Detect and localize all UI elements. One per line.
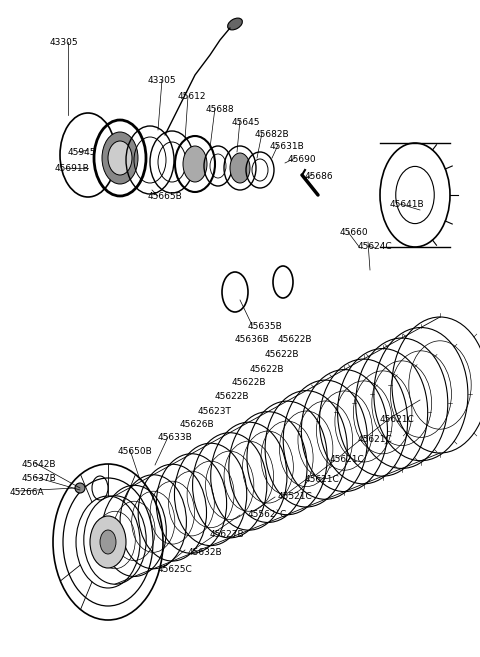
Text: 45626B: 45626B xyxy=(180,420,215,429)
Ellipse shape xyxy=(183,146,207,182)
Text: 45625C: 45625C xyxy=(158,565,193,574)
Ellipse shape xyxy=(230,153,250,183)
Text: 45635B: 45635B xyxy=(248,322,283,331)
Circle shape xyxy=(75,483,85,493)
Text: 45641B: 45641B xyxy=(390,200,425,209)
Text: 45636B: 45636B xyxy=(235,335,270,344)
Text: 45621C: 45621C xyxy=(358,435,393,444)
Text: 45521C: 45521C xyxy=(278,492,313,501)
Ellipse shape xyxy=(102,132,138,184)
Text: 45645: 45645 xyxy=(232,118,261,127)
Text: 45633B: 45633B xyxy=(158,433,193,442)
Text: 45627B: 45627B xyxy=(210,530,245,539)
Text: 45622B: 45622B xyxy=(250,365,285,374)
Text: 43305: 43305 xyxy=(148,76,177,85)
Text: 45562`C: 45562`C xyxy=(248,510,287,519)
Text: 45624C: 45624C xyxy=(358,242,393,251)
Text: 45682B: 45682B xyxy=(255,130,289,139)
Text: 45688: 45688 xyxy=(206,105,235,114)
Text: 45612: 45612 xyxy=(178,92,206,101)
Text: 45623T: 45623T xyxy=(198,407,232,416)
Text: 45660: 45660 xyxy=(340,228,369,237)
Text: 45631B: 45631B xyxy=(270,142,305,151)
Text: 45632B: 45632B xyxy=(188,548,223,557)
Ellipse shape xyxy=(108,141,132,175)
Text: 45622B: 45622B xyxy=(215,392,250,401)
Text: 45622B: 45622B xyxy=(232,378,266,387)
Text: 45621C: 45621C xyxy=(305,475,340,484)
Text: 45686: 45686 xyxy=(305,172,334,181)
Text: 45266A: 45266A xyxy=(10,488,45,497)
Ellipse shape xyxy=(228,18,242,30)
Text: 45621C: 45621C xyxy=(380,415,415,424)
Text: 45622B: 45622B xyxy=(278,335,312,344)
Ellipse shape xyxy=(90,516,126,568)
Text: 45621C: 45621C xyxy=(330,455,365,464)
Text: 45945: 45945 xyxy=(68,148,96,157)
Text: 45642B: 45642B xyxy=(22,460,57,469)
Text: 45665B: 45665B xyxy=(148,192,183,201)
Ellipse shape xyxy=(100,530,116,554)
Text: 45637B: 45637B xyxy=(22,474,57,483)
Text: 43305: 43305 xyxy=(50,38,79,47)
Text: 45690: 45690 xyxy=(288,155,317,164)
Text: 45622B: 45622B xyxy=(265,350,300,359)
Text: 45691B: 45691B xyxy=(55,164,90,173)
Text: 45650B: 45650B xyxy=(118,447,153,456)
